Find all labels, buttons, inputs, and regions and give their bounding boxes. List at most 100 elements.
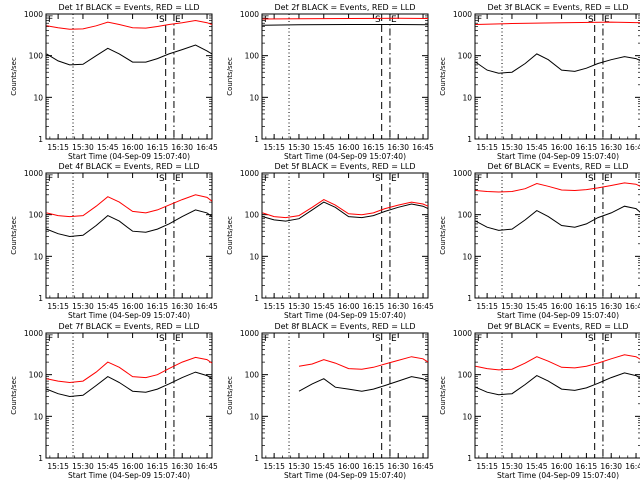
y-tick-label: 10 bbox=[249, 252, 259, 261]
marker-label-S: S bbox=[588, 15, 594, 25]
x-axis-label: Start Time (04-Sep-09 15:07:40) bbox=[68, 471, 190, 480]
panel-title: Det 4f BLACK = Events, RED = LLD bbox=[58, 162, 199, 171]
x-tick-label: 16:15 bbox=[363, 302, 385, 311]
y-tick-label: 1 bbox=[38, 294, 43, 303]
x-tick-label: 15:15 bbox=[47, 143, 69, 152]
y-tick-label: 1 bbox=[467, 294, 472, 303]
series-line-lld bbox=[475, 21, 640, 25]
x-tick-label: 16:15 bbox=[363, 143, 385, 152]
series-line-lld bbox=[298, 356, 429, 370]
y-tick-label: 1000 bbox=[24, 329, 43, 338]
marker-label-F: F bbox=[264, 15, 269, 25]
x-axis-label: Start Time (04-Sep-09 15:07:40) bbox=[497, 311, 619, 320]
x-tick-label: 16:00 bbox=[122, 143, 144, 152]
y-tick-label: 100 bbox=[458, 52, 473, 61]
plot-frame bbox=[45, 332, 213, 459]
x-tick-label: 16:45 bbox=[412, 462, 434, 471]
x-axis-label: Start Time (04-Sep-09 15:07:40) bbox=[68, 152, 190, 161]
series-line-events bbox=[298, 376, 429, 392]
marker-label-S: S bbox=[588, 334, 594, 344]
y-tick-label: 10 bbox=[33, 93, 43, 102]
y-tick-label: 100 bbox=[29, 211, 44, 220]
x-tick-label: 15:45 bbox=[526, 302, 548, 311]
panel-title: Det 1f BLACK = Events, RED = LLD bbox=[58, 3, 199, 12]
series-line-events bbox=[46, 371, 213, 398]
x-tick-label: 16:15 bbox=[147, 462, 169, 471]
x-tick-label: 16:00 bbox=[338, 302, 360, 311]
series-line-events bbox=[46, 44, 213, 66]
plot-frame bbox=[474, 172, 640, 299]
x-axis-label: Start Time (04-Sep-09 15:07:40) bbox=[284, 152, 406, 161]
x-tick-label: 16:45 bbox=[412, 143, 434, 152]
x-axis-label: Start Time (04-Sep-09 15:07:40) bbox=[497, 471, 619, 480]
x-tick-label: 15:15 bbox=[263, 143, 285, 152]
y-tick-label: 100 bbox=[245, 211, 260, 220]
y-tick-label: 1 bbox=[254, 454, 259, 463]
x-tick-label: 16:30 bbox=[387, 143, 409, 152]
y-tick-label: 1000 bbox=[453, 169, 472, 178]
x-tick-label: 16:45 bbox=[625, 462, 640, 471]
marker-label-E: E bbox=[604, 334, 610, 344]
series-line-lld bbox=[46, 19, 213, 30]
x-tick-label: 15:45 bbox=[313, 462, 335, 471]
x-tick-label: 15:30 bbox=[72, 302, 94, 311]
x-tick-label: 16:30 bbox=[171, 302, 193, 311]
series-line-lld bbox=[475, 182, 640, 193]
marker-label-F: F bbox=[48, 15, 53, 25]
x-tick-label: 15:30 bbox=[72, 462, 94, 471]
plot-frame bbox=[261, 172, 429, 299]
x-tick-label: 16:30 bbox=[387, 302, 409, 311]
marker-label-E: E bbox=[391, 15, 397, 25]
x-tick-label: 15:45 bbox=[97, 302, 119, 311]
x-tick-label: 16:00 bbox=[122, 302, 144, 311]
x-tick-label: 16:00 bbox=[338, 143, 360, 152]
y-tick-label: 1000 bbox=[24, 10, 43, 19]
x-tick-label: 15:30 bbox=[288, 462, 310, 471]
x-tick-label: 15:15 bbox=[476, 302, 498, 311]
y-tick-label: 10 bbox=[462, 93, 472, 102]
x-tick-label: 15:30 bbox=[72, 143, 94, 152]
y-axis-label: Counts/sec bbox=[439, 216, 447, 255]
panel-title: Det 3f BLACK = Events, RED = LLD bbox=[487, 3, 628, 12]
plot-frame bbox=[474, 332, 640, 459]
y-axis-label: Counts/sec bbox=[439, 57, 447, 96]
plot-frame bbox=[45, 13, 213, 140]
panel-title: Det 5f BLACK = Events, RED = LLD bbox=[274, 162, 415, 171]
x-tick-label: 15:45 bbox=[526, 143, 548, 152]
y-tick-label: 1000 bbox=[453, 329, 472, 338]
y-tick-label: 1000 bbox=[24, 169, 43, 178]
series-line-events bbox=[475, 53, 640, 74]
y-tick-label: 100 bbox=[29, 52, 44, 61]
x-tick-label: 15:15 bbox=[263, 462, 285, 471]
x-tick-label: 16:45 bbox=[412, 302, 434, 311]
y-tick-label: 10 bbox=[462, 252, 472, 261]
series-line-events bbox=[262, 201, 429, 222]
y-axis-label: Counts/sec bbox=[10, 57, 18, 96]
marker-label-F: F bbox=[477, 334, 482, 344]
y-axis-label: Counts/sec bbox=[226, 376, 234, 415]
y-tick-label: 10 bbox=[33, 412, 43, 421]
series-line-events bbox=[262, 24, 429, 26]
x-tick-label: 15:45 bbox=[313, 143, 335, 152]
panel-det-8: Det 8f BLACK = Events, RED = LLD 1 10 100 10… bbox=[226, 322, 434, 480]
x-tick-label: 16:30 bbox=[171, 143, 193, 152]
marker-label-F: F bbox=[477, 15, 482, 25]
x-tick-label: 16:15 bbox=[576, 302, 598, 311]
x-tick-label: 16:45 bbox=[625, 302, 640, 311]
panel-det-1: Det 1f BLACK = Events, RED = LLD 1 10 100 10… bbox=[10, 3, 218, 161]
y-tick-label: 100 bbox=[245, 52, 260, 61]
x-tick-label: 16:00 bbox=[551, 302, 573, 311]
y-tick-label: 100 bbox=[245, 371, 260, 380]
marker-label-E: E bbox=[391, 334, 397, 344]
panel-title: Det 2f BLACK = Events, RED = LLD bbox=[274, 3, 415, 12]
marker-label-S: S bbox=[375, 334, 381, 344]
y-tick-label: 100 bbox=[458, 371, 473, 380]
series-line-events bbox=[46, 209, 213, 238]
marker-label-E: E bbox=[175, 15, 181, 25]
panel-title: Det 6f BLACK = Events, RED = LLD bbox=[487, 162, 628, 171]
x-tick-label: 15:45 bbox=[97, 462, 119, 471]
y-tick-label: 1 bbox=[38, 135, 43, 144]
marker-label-E: E bbox=[175, 334, 181, 344]
panel-det-7: Det 7f BLACK = Events, RED = LLD 1 10 100 10… bbox=[10, 322, 218, 480]
y-tick-label: 1 bbox=[467, 135, 472, 144]
